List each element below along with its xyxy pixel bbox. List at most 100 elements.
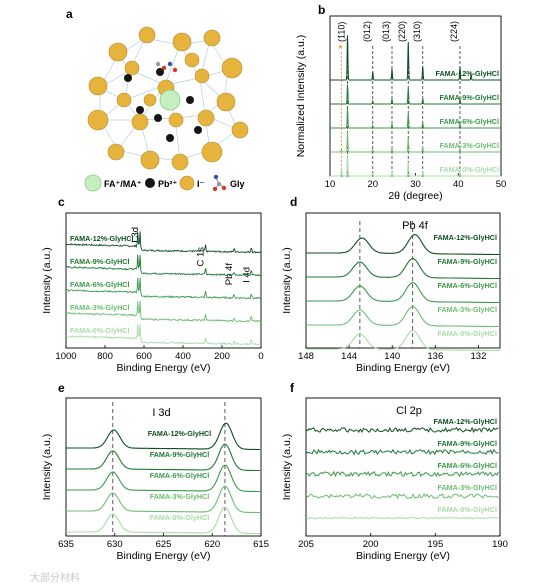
lead-ion-2 bbox=[186, 96, 194, 104]
pb4f-trace-fama-0-glyhcl bbox=[306, 330, 501, 352]
y-axis-label: Normalized Intensity (a.u.) bbox=[295, 35, 307, 158]
x-tick-label: 630 bbox=[107, 539, 123, 550]
panel-c-xps-survey: 1000 800 600 400 200 0 Binding Energy (eV) Inte… bbox=[41, 195, 264, 374]
i3d-trace-fama-6-glyhcl bbox=[66, 464, 260, 493]
x-tick-label: 800 bbox=[97, 351, 113, 362]
x-tick-label: 40 bbox=[453, 179, 464, 190]
iodide-ion-16 bbox=[131, 113, 149, 131]
x-tick-label: 0 bbox=[258, 351, 263, 362]
iodide-ion-13 bbox=[124, 60, 140, 76]
x-axis-label: Binding Energy (eV) bbox=[356, 550, 450, 562]
panel-title: I 3d bbox=[152, 407, 170, 419]
x-tick-label: 200 bbox=[363, 539, 379, 550]
glycine-atom-0 bbox=[161, 65, 167, 71]
x-tick-label: 615 bbox=[253, 539, 269, 550]
x-tick-label: 635 bbox=[58, 539, 74, 550]
x-tick-label: 144 bbox=[341, 351, 357, 362]
reflection-label-013: (013) bbox=[381, 21, 391, 42]
panel-label: c bbox=[58, 195, 65, 209]
i3d-trace-fama-9-glyhcl bbox=[66, 443, 260, 472]
pb4f-trace-fama-3-glyhcl bbox=[306, 306, 501, 328]
series-label-fama-0-glyhcl: FAMA-0%-GlyHCl bbox=[440, 165, 500, 174]
survey-trace-fama-12-glyhcl bbox=[65, 231, 262, 254]
iodide-ion-15 bbox=[194, 68, 210, 84]
survey-trace-fama-9-glyhcl bbox=[65, 254, 262, 277]
x-tick-label: 10 bbox=[325, 179, 336, 190]
xrd-trace-fama-0-glyhcl bbox=[330, 156, 501, 177]
x-tick-label: 620 bbox=[204, 539, 220, 550]
panel-b-xrd: 10 20 30 40 50 2θ (degree) Normalized Intensit… bbox=[295, 3, 506, 202]
pb4f-trace-fama-6-glyhcl bbox=[306, 282, 501, 304]
panel-label: f bbox=[290, 381, 295, 395]
x-tick-label: 200 bbox=[214, 351, 230, 362]
fa-ma-legend-icon bbox=[84, 174, 102, 192]
i3d-trace-fama-0-glyhcl bbox=[66, 506, 260, 535]
glycine-atom-3 bbox=[172, 67, 178, 73]
series-label-fama-6-glyhcl: FAMA-6%-GlyHCl bbox=[70, 280, 130, 289]
glycine-atom-1 bbox=[167, 61, 173, 67]
iodide-ion-10 bbox=[107, 143, 125, 161]
impurity-star: * bbox=[339, 44, 343, 55]
x-tick-label: 136 bbox=[427, 351, 443, 362]
x-tick-label: 205 bbox=[298, 539, 314, 550]
xrd-trace-fama-12-glyhcl bbox=[330, 35, 501, 81]
series-label-fama-9-glyhcl: FAMA-9%-GlyHCl bbox=[440, 93, 500, 102]
glycine-atom-2 bbox=[155, 61, 161, 67]
panel-a-structure: a FA⁺/MA⁺ Pb²⁺ I⁻ Gly bbox=[66, 7, 249, 192]
panel-label: e bbox=[58, 381, 65, 395]
panel-label: b bbox=[318, 3, 325, 17]
series-label-fama-6-glyhcl: FAMA-6%-GlyHCl bbox=[438, 281, 498, 290]
reflection-label-220: (220) bbox=[397, 21, 407, 42]
iodide-legend-label: I⁻ bbox=[197, 179, 205, 189]
iodide-ion-9 bbox=[140, 150, 160, 170]
series-label-fama-3-glyhcl: FAMA-3%-GlyHCl bbox=[438, 483, 498, 492]
series-label-fama-0-glyhcl: FAMA-0%-GlyHCl bbox=[438, 329, 498, 338]
pb-legend-label: Pb²⁺ bbox=[158, 179, 177, 189]
x-axis-label: 2θ (degree) bbox=[388, 190, 442, 202]
iodide-ion-6 bbox=[231, 121, 249, 139]
series-label-fama-12-glyhcl: FAMA-12%-GlyHCl bbox=[436, 69, 500, 78]
iodide-ion-18 bbox=[197, 109, 215, 127]
iodide-ion-1 bbox=[138, 26, 156, 44]
fa-ma-cation bbox=[159, 89, 181, 111]
series-label-fama-3-glyhcl: FAMA-3%-GlyHCl bbox=[70, 303, 130, 312]
iodide-ion-17 bbox=[168, 112, 184, 128]
cl2p-trace-fama-6-glyhcl bbox=[305, 470, 499, 478]
iodide-ion-12 bbox=[88, 76, 108, 96]
i3d-trace-fama-3-glyhcl bbox=[66, 485, 260, 514]
x-axis-label: Binding Energy (eV) bbox=[117, 550, 211, 562]
lead-ion-6 bbox=[154, 114, 162, 122]
series-label-fama-0-glyhcl: FAMA-0%-GlyHCl bbox=[70, 326, 130, 335]
y-axis-label: Intensity (a.u.) bbox=[281, 247, 293, 314]
series-label-fama-9-glyhcl: FAMA-9%-GlyHCl bbox=[150, 450, 210, 459]
x-tick-label: 148 bbox=[298, 351, 314, 362]
x-tick-label: 1000 bbox=[55, 351, 76, 362]
series-label-fama-9-glyhcl: FAMA-9%-GlyHCl bbox=[438, 257, 498, 266]
panel-label: d bbox=[290, 195, 297, 209]
cl2p-trace-fama-0-glyhcl bbox=[305, 516, 499, 520]
reflection-label-310: (310) bbox=[412, 21, 422, 42]
panel-title: Cl 2p bbox=[396, 405, 422, 417]
x-tick-label: 195 bbox=[427, 539, 443, 550]
x-tick-label: 625 bbox=[156, 539, 172, 550]
pb4f-trace-fama-9-glyhcl bbox=[306, 258, 501, 280]
reflection-label-224: (224) bbox=[449, 21, 459, 42]
i3d-trace-fama-12-glyhcl bbox=[66, 422, 260, 451]
crystal-structure-image bbox=[87, 26, 249, 171]
series-label-fama-9-glyhcl: FAMA-9%-GlyHCl bbox=[438, 439, 498, 448]
y-axis-label: Intensity (a.u.) bbox=[281, 434, 293, 501]
lead-ion-4 bbox=[166, 134, 174, 142]
iodide-ion-7 bbox=[201, 141, 223, 163]
x-axis-label: Binding Energy (eV) bbox=[356, 362, 450, 374]
lead-ion-5 bbox=[194, 126, 202, 134]
xrd-trace-fama-6-glyhcl bbox=[330, 108, 501, 129]
x-tick-label: 132 bbox=[471, 351, 487, 362]
peak-annotation-pb-4f: Pb 4f bbox=[224, 263, 235, 286]
series-label-fama-3-glyhcl: FAMA-3%-GlyHCl bbox=[150, 492, 210, 501]
x-tick-label: 140 bbox=[384, 351, 400, 362]
survey-trace-fama-6-glyhcl bbox=[65, 277, 262, 300]
series-label-fama-3-glyhcl: FAMA-3%-GlyHCl bbox=[438, 305, 498, 314]
glycine-legend-icon bbox=[212, 174, 227, 192]
lead-ion-1 bbox=[156, 68, 164, 76]
